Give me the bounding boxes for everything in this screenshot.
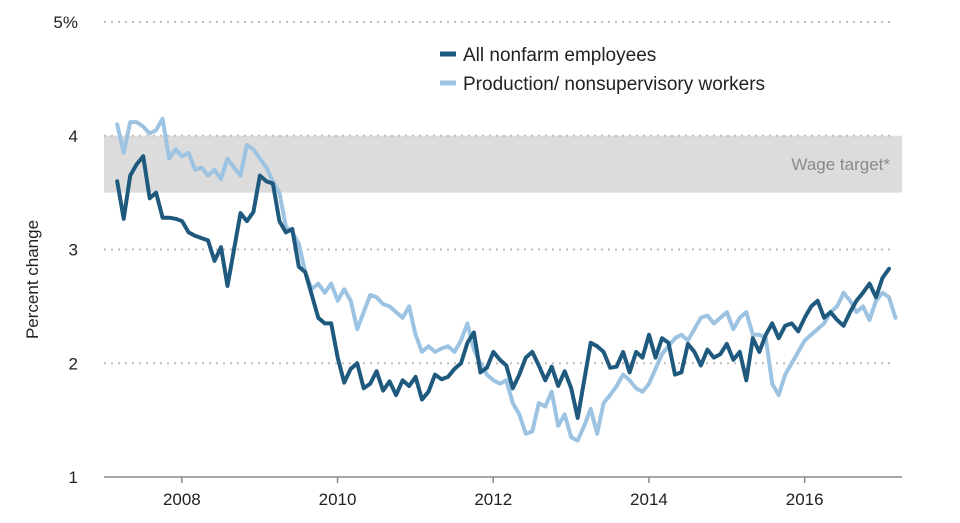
y-tick-label: 2 (69, 354, 78, 373)
y-axis-label: Percent change (23, 220, 42, 339)
legend-label: All nonfarm employees (463, 45, 656, 66)
x-tick-label: 2014 (630, 490, 668, 509)
x-tick-label: 2008 (163, 490, 201, 509)
legend-label: Production/ nonsupervisory workers (463, 74, 765, 95)
y-tick-label: 5% (53, 13, 78, 32)
series-lines (115, 116, 898, 443)
legend: All nonfarm employees Production/ nonsupe… (440, 45, 765, 95)
y-tick-label: 3 (69, 241, 78, 260)
series-line-0 (115, 154, 891, 420)
x-tick-label: 2012 (474, 490, 512, 509)
gridlines (104, 21, 895, 365)
wage-target-band (104, 135, 902, 193)
y-tick-label: 4 (69, 127, 78, 146)
x-tick-label: 2010 (319, 490, 357, 509)
y-tick-label: 1 (69, 468, 78, 487)
y-axis: 1 2 3 4 5% (53, 13, 78, 487)
x-axis: 2008 2010 2012 2014 2016 (163, 477, 824, 509)
x-tick-label: 2016 (786, 490, 824, 509)
wage-target-label: Wage target* (791, 155, 890, 174)
